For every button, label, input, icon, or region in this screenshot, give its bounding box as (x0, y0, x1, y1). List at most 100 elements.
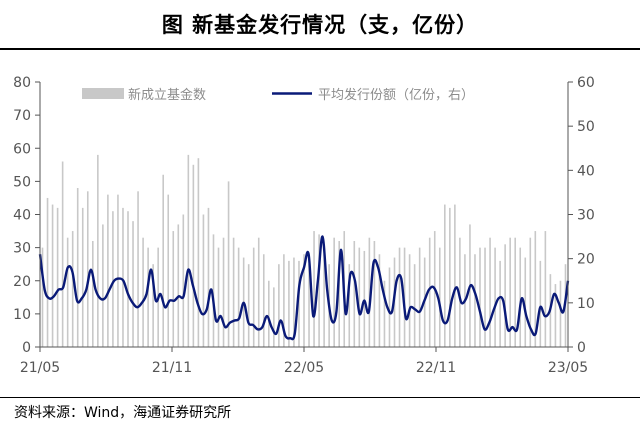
bar (504, 244, 506, 347)
bar (162, 174, 164, 347)
bar (41, 247, 44, 348)
bar (202, 214, 205, 347)
title-bar: 图 新基金发行情况（支，亿份） (0, 0, 640, 48)
bar (192, 164, 195, 347)
bar (454, 204, 456, 347)
bar (182, 214, 185, 347)
bar (76, 188, 79, 347)
line-path (38, 235, 570, 341)
bar (142, 237, 144, 347)
bar (247, 264, 250, 347)
bar (534, 231, 537, 347)
bar (383, 280, 386, 347)
bar (222, 237, 225, 347)
bar (257, 237, 260, 347)
bar (438, 247, 441, 348)
chart-svg: 0 10 20 30 40 50 60 70 80 0 10 20 30 40 50 60 21/05 21/11… (13, 75, 595, 376)
right-tick-label: 10 (577, 296, 595, 312)
bar (212, 234, 215, 348)
right-tick-label: 40 (577, 163, 595, 179)
bar (152, 264, 154, 347)
bar (459, 237, 461, 347)
bar (303, 254, 305, 347)
bar (86, 191, 89, 347)
bar (137, 191, 139, 347)
right-tick-label: 0 (577, 340, 586, 356)
x-tick-label: 21/05 (20, 360, 60, 376)
x-tick-label: 21/11 (152, 360, 192, 376)
legend-bar-swatch (82, 88, 124, 99)
left-tick-label: 20 (13, 274, 31, 290)
right-tick-label: 60 (577, 75, 595, 91)
axes: 0 10 20 30 40 50 60 70 80 0 10 20 30 40 50 60 21/05 21/11… (13, 75, 595, 376)
bar (519, 247, 522, 348)
bar (147, 247, 149, 348)
bar (378, 254, 381, 347)
bar (418, 247, 421, 348)
bar (172, 231, 175, 347)
bar (102, 224, 104, 347)
bar (308, 264, 310, 347)
legend-line-label: 平均发行份额（亿份，右） (318, 87, 474, 103)
left-tick-label: 60 (13, 141, 31, 157)
bar (252, 247, 255, 348)
bar (348, 264, 351, 347)
left-tick-label: 40 (13, 208, 31, 224)
bar (408, 254, 411, 347)
bar (474, 254, 476, 347)
bar (524, 257, 527, 347)
bar (97, 154, 99, 348)
bar (197, 158, 200, 347)
chart-title: 图 新基金发行情况（支，亿份） (161, 13, 479, 37)
bar (539, 260, 542, 348)
title-divider (0, 48, 640, 50)
left-tick-label: 10 (13, 307, 31, 323)
bar (449, 207, 451, 348)
bar (444, 204, 446, 347)
left-tick-label: 80 (13, 75, 31, 91)
bar (127, 211, 129, 347)
bar (51, 204, 54, 347)
bar (207, 207, 210, 348)
bar (338, 241, 340, 347)
bar (71, 231, 74, 347)
bar (363, 250, 366, 347)
right-tick-label: 20 (577, 252, 595, 268)
bar (61, 161, 64, 347)
bar (278, 264, 280, 347)
bar (489, 237, 491, 347)
right-tick-label: 30 (577, 208, 595, 224)
bar (122, 207, 124, 348)
bar (167, 194, 170, 348)
bar (428, 237, 431, 347)
bar-series (41, 154, 567, 348)
source-note: 资料来源：Wind，海通证券研究所 (14, 405, 232, 421)
line-series (38, 235, 570, 341)
bar (56, 207, 59, 348)
bar (81, 207, 84, 348)
bar (388, 267, 391, 347)
left-tick-label: 50 (13, 174, 31, 190)
bar (237, 247, 240, 348)
bar (514, 237, 516, 347)
bar (509, 237, 511, 347)
x-tick-label: 23/05 (548, 360, 588, 376)
bar (544, 231, 547, 347)
bar (499, 260, 501, 348)
bar (554, 284, 557, 347)
bar (323, 254, 325, 347)
bar (273, 287, 275, 348)
x-tick-label: 22/05 (284, 360, 324, 376)
bar (112, 211, 114, 347)
bar (187, 154, 190, 348)
bar (268, 280, 270, 347)
bar (177, 224, 180, 347)
right-tick-label: 50 (577, 119, 595, 135)
bar (92, 241, 94, 347)
bar (368, 237, 371, 347)
bar (283, 254, 285, 347)
bar (479, 247, 481, 348)
bar (529, 237, 532, 347)
bar (333, 237, 335, 347)
